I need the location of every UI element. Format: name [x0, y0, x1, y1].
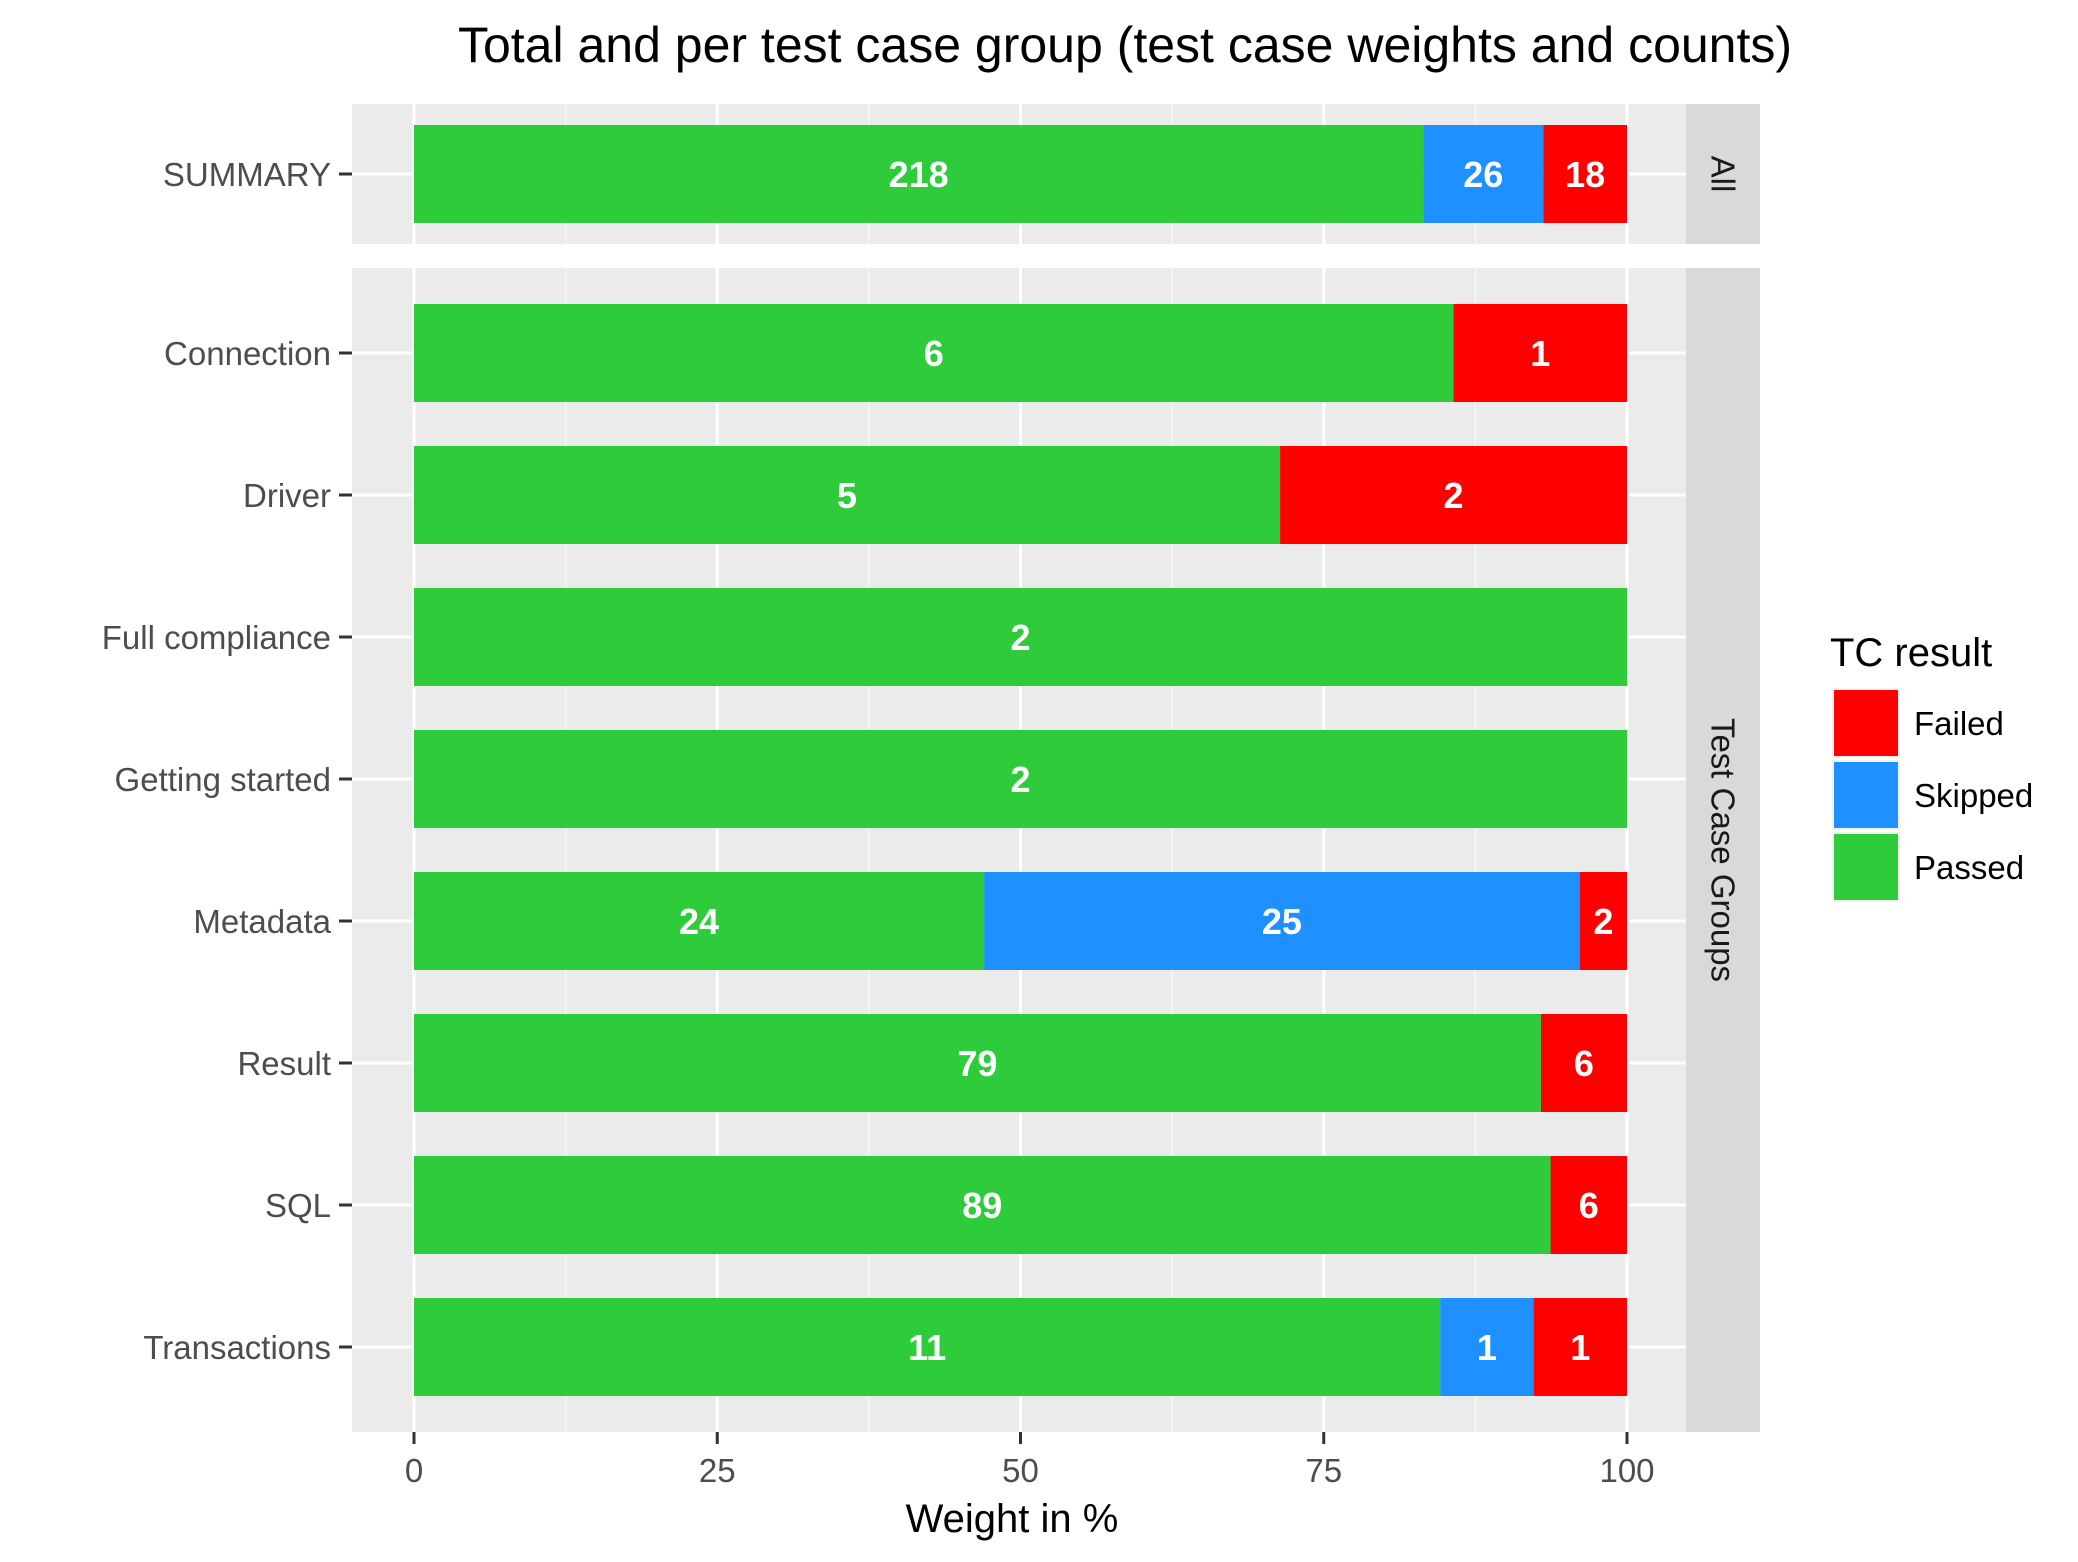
legend-key-passed	[1834, 834, 1898, 900]
bar-metadata: 24 25 2	[414, 872, 1627, 970]
bar-segment-transactions-failed	[1533, 1298, 1627, 1396]
bar-label-driver-failed: 2	[1444, 475, 1464, 516]
y-tick-label-connection: Connection	[164, 335, 331, 372]
bar-label-connection-passed: 6	[924, 333, 944, 374]
bar-label-metadata-passed: 24	[679, 901, 719, 942]
facet-strip-label-all: All	[1705, 156, 1742, 193]
x-tick-label: 100	[1599, 1452, 1654, 1489]
bar-label-sql-failed: 6	[1579, 1185, 1599, 1226]
bar-label-driver-passed: 5	[837, 475, 857, 516]
legend-key-failed	[1834, 690, 1898, 756]
bar-label-summary-passed: 218	[889, 154, 949, 195]
bar-summary: 218 26 18	[414, 125, 1627, 223]
y-tick-label-metadata: Metadata	[193, 903, 331, 940]
x-axis: 0 25 50 75 100	[405, 1432, 1655, 1489]
legend-key-skipped	[1834, 762, 1898, 828]
x-tick-label: 0	[405, 1452, 423, 1489]
bar-segment-result-passed	[414, 1014, 1541, 1112]
facet-strip-all	[1686, 104, 1760, 244]
bar-segment-transactions-skipped	[1440, 1298, 1534, 1396]
bar-segment-result-failed	[1540, 1014, 1627, 1112]
bar-segment-connection-passed	[414, 304, 1454, 402]
bar-label-metadata-failed: 2	[1593, 901, 1613, 942]
y-tick-label-transactions: Transactions	[143, 1329, 331, 1366]
bar-label-summary-skipped: 26	[1463, 154, 1503, 195]
y-tick-label-result: Result	[237, 1045, 331, 1082]
bar-segment-driver-failed	[1280, 446, 1627, 544]
bar-segment-metadata-skipped	[984, 872, 1580, 970]
bar-label-transactions-skipped: 1	[1477, 1327, 1497, 1368]
legend-label-skipped: Skipped	[1914, 777, 2033, 814]
bar-label-metadata-skipped: 25	[1262, 901, 1302, 942]
y-tick-label-full-compliance: Full compliance	[102, 619, 331, 656]
bar-label-connection-failed: 1	[1530, 333, 1550, 374]
bar-segment-summary-passed	[414, 125, 1424, 223]
bar-full-compliance: 2	[414, 588, 1627, 686]
legend-title: TC result	[1830, 631, 1992, 675]
panel-all: SUMMARY 218 26 18 All	[163, 104, 1760, 244]
bar-segment-sql-failed	[1550, 1156, 1627, 1254]
legend-label-passed: Passed	[1914, 849, 2024, 886]
bar-label-full-compliance-passed: 2	[1010, 617, 1030, 658]
bar-getting-started: 2	[414, 730, 1627, 828]
bar-segment-transactions-passed	[414, 1298, 1441, 1396]
x-axis-title: Weight in %	[906, 1497, 1119, 1541]
bar-label-summary-failed: 18	[1565, 154, 1605, 195]
y-tick-label-driver: Driver	[243, 477, 331, 514]
bar-label-transactions-failed: 1	[1570, 1327, 1590, 1368]
chart-title: Total and per test case group (test case…	[458, 17, 1792, 73]
bar-segment-sql-passed	[414, 1156, 1551, 1254]
facet-strip-test-case-groups	[1686, 268, 1760, 1432]
facet-strip-label-test-case-groups: Test Case Groups	[1705, 718, 1742, 982]
bar-segment-metadata-passed	[414, 872, 985, 970]
x-tick-label: 50	[1002, 1452, 1039, 1489]
legend-entry-passed: Passed	[1832, 832, 2024, 902]
bar-label-sql-passed: 89	[962, 1185, 1002, 1226]
bar-label-result-failed: 6	[1574, 1043, 1594, 1084]
x-tick-label: 75	[1305, 1452, 1342, 1489]
bar-label-result-passed: 79	[957, 1043, 997, 1084]
bar-segment-driver-passed	[414, 446, 1281, 544]
bar-segment-full-compliance-passed	[414, 588, 1627, 686]
bar-segment-getting-started-passed	[414, 730, 1627, 828]
bar-label-getting-started-passed: 2	[1010, 759, 1030, 800]
bar-transactions: 11 1 1	[414, 1298, 1627, 1396]
legend-entry-failed: Failed	[1832, 688, 2004, 758]
bar-result: 79 6	[414, 1014, 1627, 1112]
bar-segment-summary-skipped	[1423, 125, 1544, 223]
bar-segment-summary-failed	[1543, 125, 1627, 223]
bar-segment-metadata-failed	[1579, 872, 1627, 970]
bar-sql: 89 6	[414, 1156, 1627, 1254]
y-tick-label-getting-started: Getting started	[115, 761, 331, 798]
legend-entry-skipped: Skipped	[1832, 760, 2033, 830]
bar-segment-connection-failed	[1453, 304, 1627, 402]
legend-label-failed: Failed	[1914, 705, 2004, 742]
bar-label-transactions-passed: 11	[908, 1327, 946, 1368]
x-tick-label: 25	[699, 1452, 736, 1489]
y-tick-label-sql: SQL	[265, 1187, 331, 1224]
legend: TC result Failed Skipped Passed	[1830, 631, 2033, 902]
y-tick-label-summary: SUMMARY	[163, 156, 331, 193]
